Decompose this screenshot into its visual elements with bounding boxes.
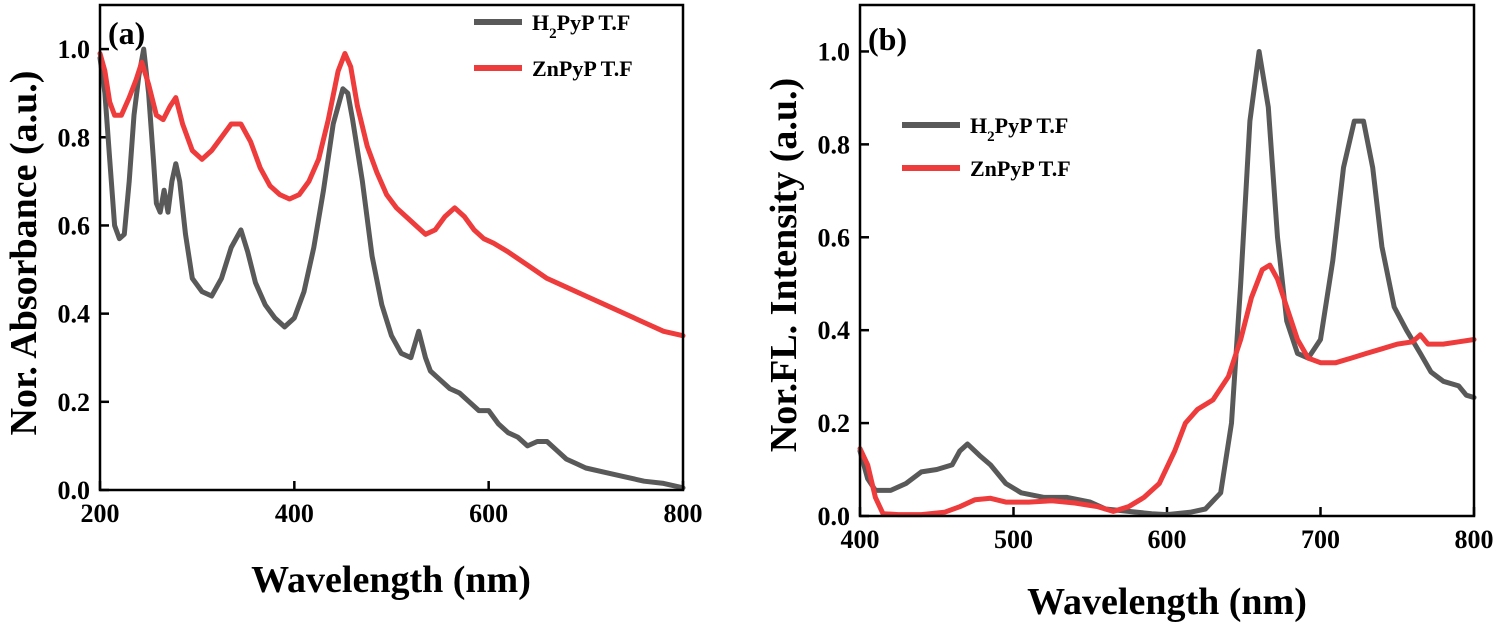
panel-b-y-tick-label: 0.0 (818, 502, 851, 531)
panel-a-y-tick-label: 0.6 (58, 211, 91, 240)
panel-a-legend: H2PyP T.F ZnPyP T.F (474, 10, 633, 81)
panel-b-series-h2pyp-line (857, 49, 1477, 518)
panel-a-legend-label-znpyp: ZnPyP T.F (532, 56, 633, 81)
panel-a-plot-frame (98, 3, 685, 492)
panel-b-ticks: 400 500 600 700 800 0.0 0.2 0.4 0.6 0.8 1.0 (818, 37, 1494, 554)
panel-a-label: (a) (108, 15, 145, 51)
panel-b-series (857, 49, 1477, 518)
panel-a-ticks: 200 400 600 800 0.0 0.2 0.4 0.6 0.8 1.0 (58, 35, 703, 528)
panel-b-x-tick-label: 800 (1455, 525, 1494, 554)
panel-a-y-axis-title: Nor. Absorbance (a.u.) (3, 71, 45, 436)
panel-b-x-tick-label: 600 (1148, 525, 1187, 554)
panel-a: 200 400 600 800 0.0 0.2 0.4 0.6 0.8 1.0 (a) Wavel… (3, 3, 703, 601)
panel-b-x-tick-label: 400 (841, 525, 880, 554)
panel-b-y-tick-label: 0.4 (818, 316, 851, 345)
panel-b-y-tick-label: 0.8 (818, 130, 851, 159)
panel-a-series-znpyp-line (97, 51, 686, 339)
panel-a-x-tick-label: 800 (664, 499, 703, 528)
panel-a-y-tick-label: 0.2 (58, 388, 91, 417)
panel-a-y-tick-label: 1.0 (58, 35, 91, 64)
panel-b-y-axis-title: Nor.FL. Intensity (a.u.) (763, 78, 805, 452)
panel-b-series-znpyp-line (857, 262, 1477, 518)
panel-a-y-tick-label: 0.0 (58, 476, 91, 505)
panel-b-x-tick-label: 700 (1301, 525, 1340, 554)
panel-a-series-h2pyp-line (97, 46, 686, 491)
panel-a-x-tick-label: 600 (469, 499, 508, 528)
panel-a-y-tick-label: 0.4 (58, 300, 91, 329)
panel-a-y-tick-label: 0.8 (58, 123, 91, 152)
panel-b-plot-frame (858, 3, 1476, 518)
panel-b-y-tick-label: 1.0 (818, 37, 851, 66)
panel-b-y-tick-label: 0.2 (818, 409, 851, 438)
panel-b-x-tick-label: 500 (994, 525, 1033, 554)
panel-a-series (97, 46, 686, 491)
panel-b-x-axis-title: Wavelength (nm) (1027, 581, 1307, 623)
panel-a-x-axis-title: Wavelength (nm) (251, 559, 531, 601)
panel-b: 400 500 600 700 800 0.0 0.2 0.4 0.6 0.8 1.0 (b) Wa… (763, 3, 1494, 623)
panel-b-label: (b) (868, 21, 907, 57)
panel-a-x-tick-label: 200 (81, 499, 120, 528)
panel-b-legend: H2PyP T.F ZnPyP T.F (902, 113, 1071, 181)
panel-b-legend-label-h2pyp: H2PyP T.F (970, 113, 1068, 145)
panel-a-legend-label-h2pyp: H2PyP T.F (532, 10, 630, 42)
panel-a-x-tick-label: 400 (275, 499, 314, 528)
panel-b-legend-label-znpyp: ZnPyP T.F (970, 156, 1071, 181)
panel-b-y-tick-label: 0.6 (818, 223, 851, 252)
